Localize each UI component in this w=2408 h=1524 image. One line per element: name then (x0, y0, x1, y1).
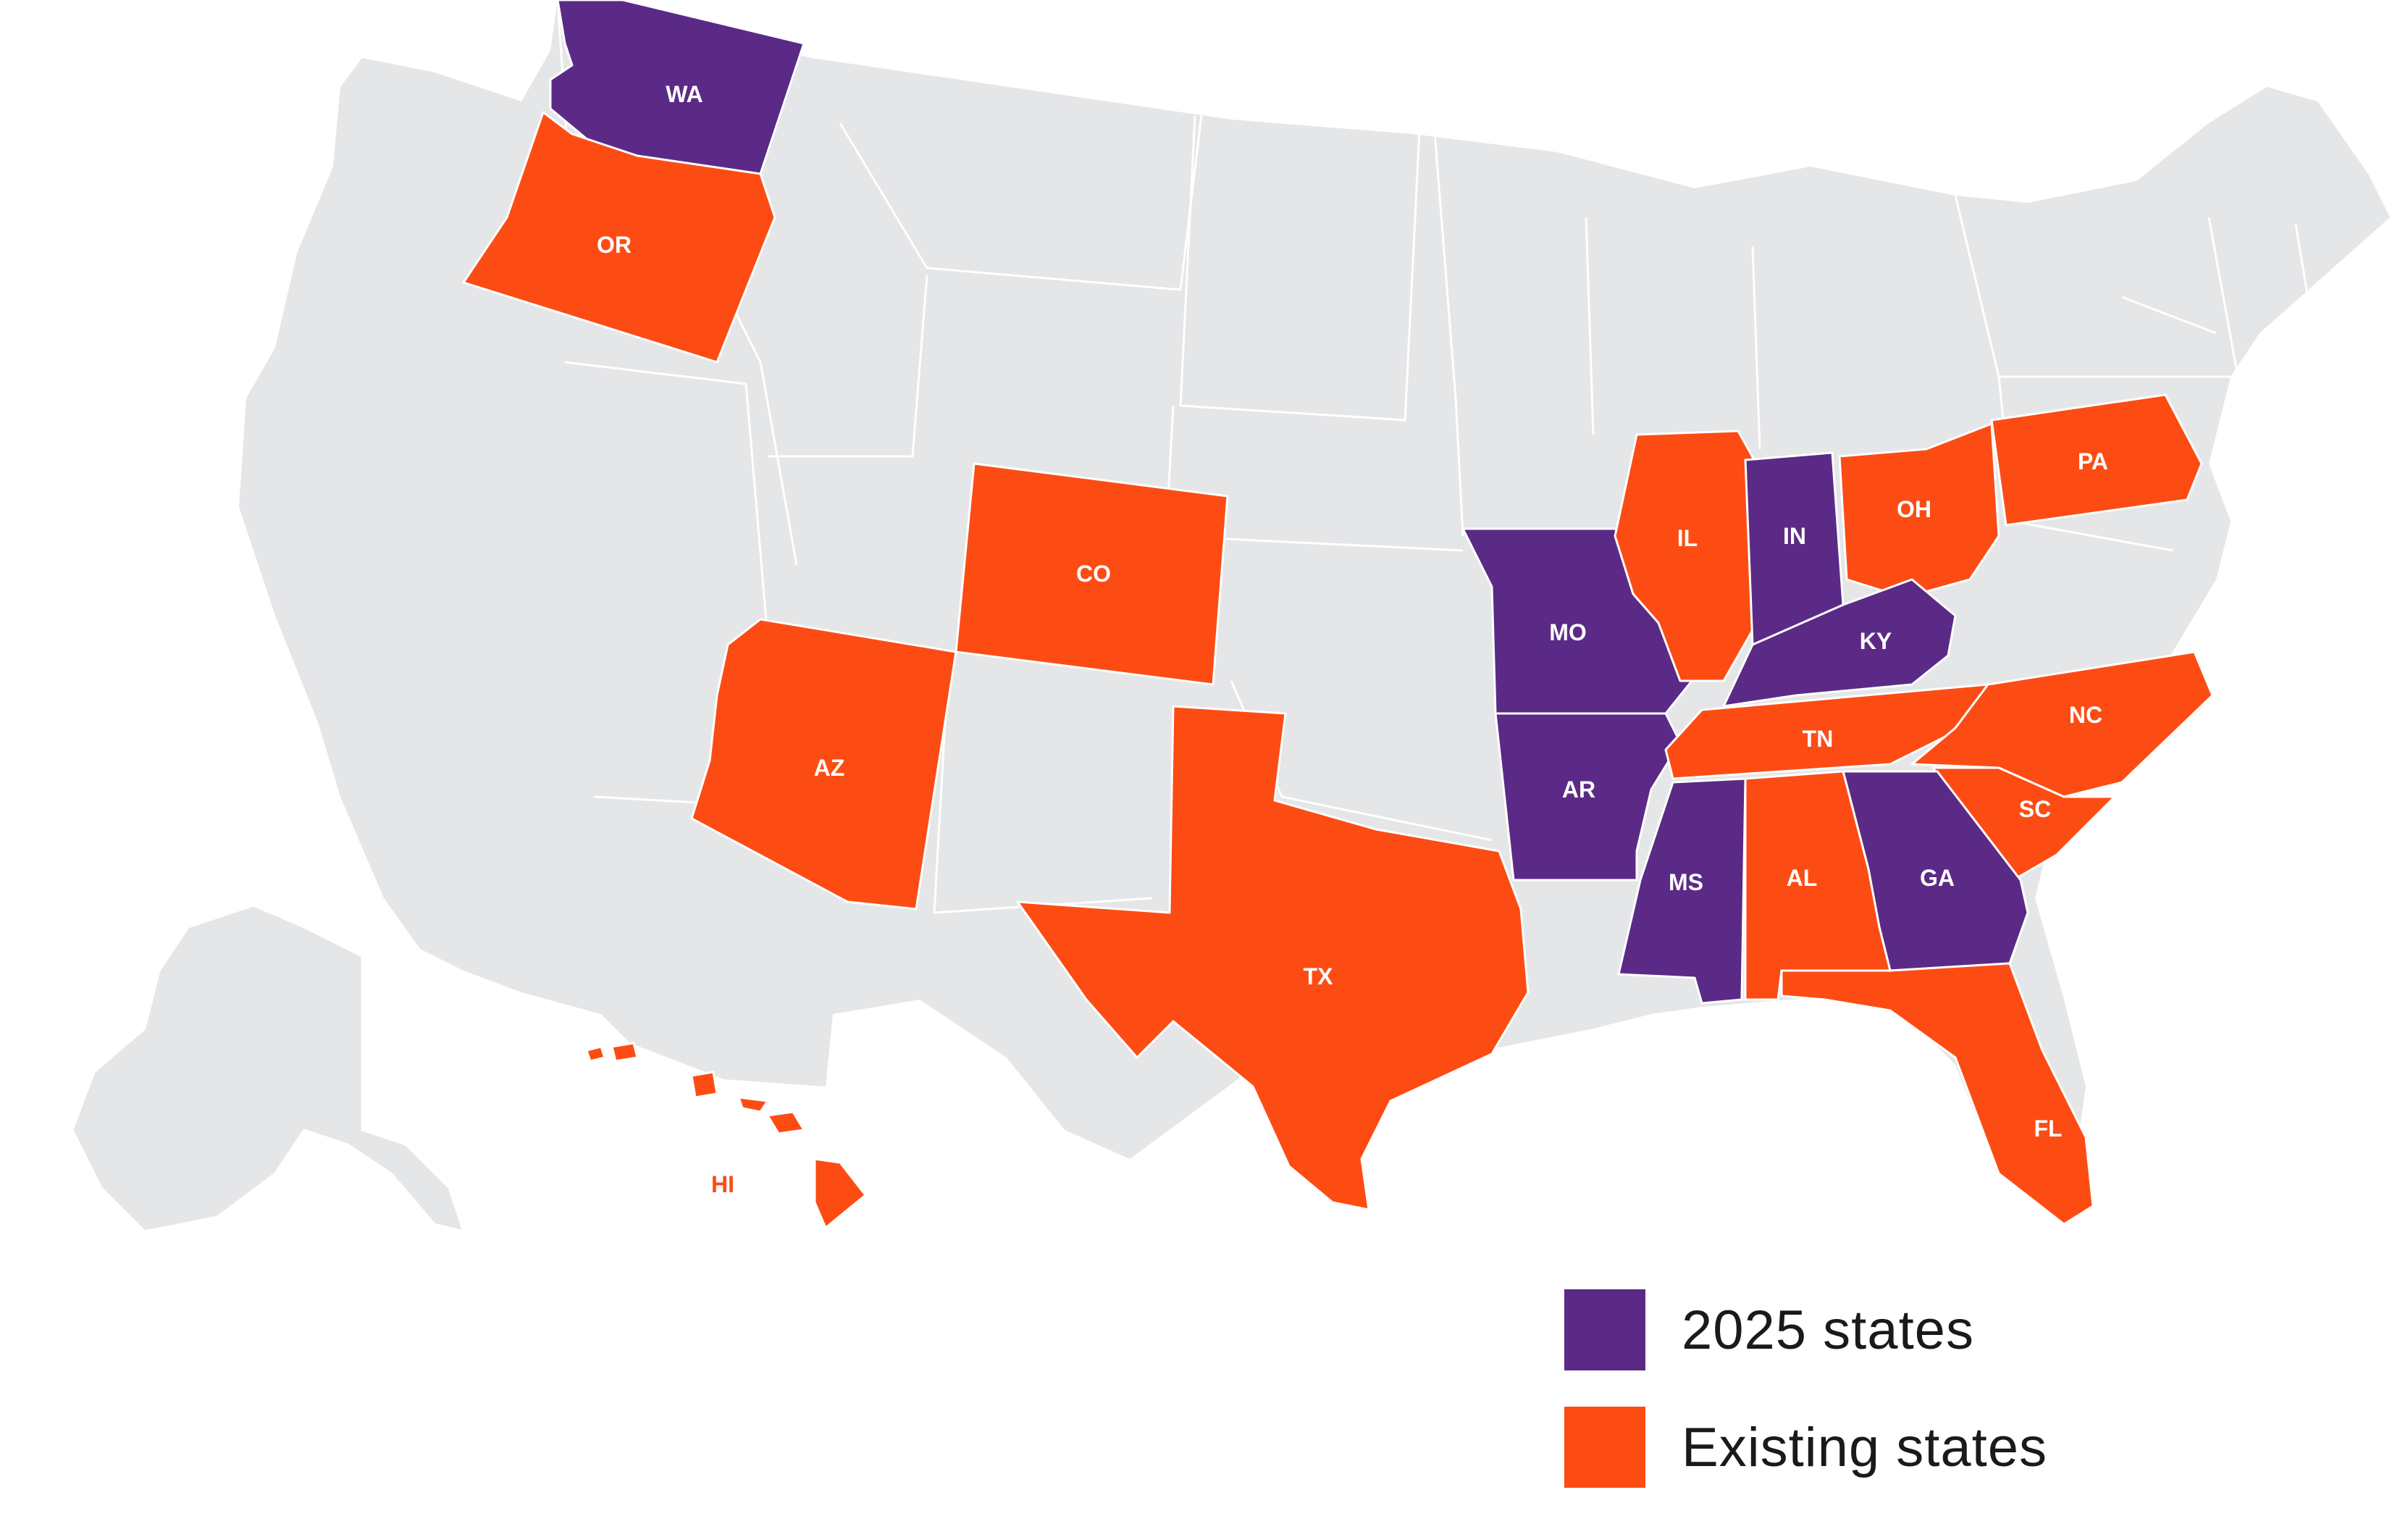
legend-label-2025: 2025 states (1682, 1299, 1974, 1361)
state-TX (1016, 705, 1530, 1211)
legend: 2025 states Existing states (1564, 1289, 2047, 1524)
label-AL: AL (1787, 865, 1818, 891)
state-OH (1838, 422, 2000, 599)
state-FL (1780, 962, 2094, 1226)
label-IN: IN (1783, 523, 1806, 549)
state-AZ (690, 618, 957, 910)
legend-label-existing: Existing states (1682, 1416, 2047, 1478)
legend-swatch-2025 (1564, 1289, 1645, 1370)
legend-item-existing: Existing states (1564, 1407, 2047, 1488)
state-OR (462, 111, 776, 364)
state-IL (1614, 430, 1758, 682)
label-PA: PA (2078, 448, 2108, 474)
legend-item-2025: 2025 states (1564, 1289, 2047, 1370)
label-OH: OH (1897, 496, 1931, 522)
label-AK: AK (406, 1077, 439, 1103)
state-CO (955, 462, 1229, 686)
label-CO: CO (1076, 561, 1111, 587)
state-HI (585, 1042, 867, 1229)
label-KY: KY (1860, 628, 1892, 654)
legend-swatch-existing (1564, 1407, 1645, 1488)
label-AR: AR (1562, 776, 1595, 803)
label-AZ: AZ (814, 755, 845, 781)
label-NC: NC (2069, 702, 2102, 728)
state-PA (1990, 393, 2203, 527)
state-KY (1722, 578, 1957, 708)
label-WA: WA (666, 81, 703, 107)
label-TN: TN (1803, 726, 1834, 752)
label-MS: MS (1669, 869, 1703, 895)
state-AK (71, 904, 465, 1233)
label-IL: IL (1677, 525, 1698, 551)
label-TX: TX (1304, 963, 1334, 989)
label-SC: SC (2019, 796, 2051, 822)
label-FL: FL (2034, 1115, 2062, 1142)
label-OR: OR (597, 232, 632, 258)
state-labels: WA OR CO AZ TX MO AR IL IN OH PA KY TN N… (406, 81, 2108, 1197)
label-MO: MO (1549, 619, 1587, 645)
label-HI: HI (711, 1171, 734, 1197)
state-AR (1494, 712, 1682, 882)
label-GA: GA (1920, 865, 1955, 891)
